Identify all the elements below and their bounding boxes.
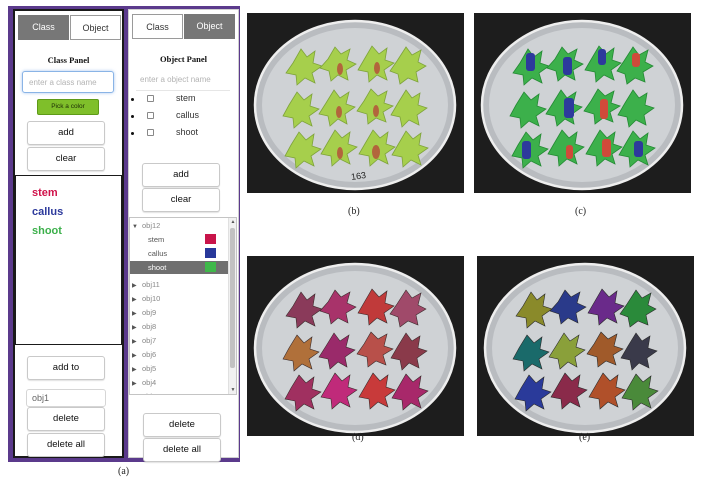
tree-node-label: obj6 [142,350,157,359]
tree-node-obj7[interactable]: ▶ obj7 [132,334,156,347]
tree-child-stem[interactable]: stem [130,233,228,246]
pick-color-button[interactable]: Pick a color [37,99,99,115]
object-panel-title: Object Panel [160,54,207,64]
petri-dish-original-image [247,13,464,193]
checkbox[interactable] [147,129,154,136]
tree-node-obj12[interactable]: ▼ obj12 [132,219,160,232]
caret-right-icon[interactable]: ▶ [132,311,137,317]
clear-class-button[interactable]: clear [27,147,105,171]
petri-dish-instance-overlay-image [247,256,464,436]
tree-child-callus[interactable]: callus [130,247,228,260]
object-panel: Class Object Object Panel stem callus sh… [128,9,239,462]
caret-right-icon[interactable]: ▶ [132,353,137,359]
tree-node-label: obj9 [142,308,157,317]
tree-node-obj11[interactable]: ▶ obj11 [132,278,160,291]
annotation-tool-window: Class Object Class Panel Pick a color ad… [8,6,240,462]
petri-dish-class-overlay-image [474,13,691,193]
caption-c: (c) [575,206,587,217]
class-panel: Class Object Class Panel Pick a color ad… [13,9,124,458]
petri-dish-object-overlay-image [477,256,694,436]
tab-class[interactable]: Class [132,14,183,39]
tree-child-label: shoot [148,263,167,272]
caret-right-icon[interactable]: ▶ [132,392,142,394]
class-item-callus[interactable]: callus [32,206,64,218]
class-panel-title: Class Panel [47,55,90,65]
tree-child-label: callus [148,249,168,258]
scroll-thumb[interactable] [230,228,235,368]
class-item-stem[interactable]: stem [32,187,58,199]
bullet-icon [131,115,134,118]
tree-node-label: obj10 [142,294,161,303]
add-object-button[interactable]: add [142,163,220,187]
tree-node-label: obj4 [142,378,157,387]
tab-object[interactable]: Object [70,15,121,40]
caption-d: (d) [352,432,364,443]
class-panel-tabs: Class Object [18,15,121,40]
checklist-label: stem [176,93,196,103]
photo-instance-overlay-multi [477,256,694,436]
caption-e: (e) [579,432,591,443]
tree-node-obj5[interactable]: ▶ obj5 [132,362,156,375]
photo-instance-overlay-warm [247,256,464,436]
class-list: stem callus shoot [15,175,122,345]
delete-object-button[interactable]: delete [143,413,221,437]
caret-right-icon[interactable]: ▶ [132,297,137,303]
tree-node-label: obj3 [142,392,156,394]
scroll-up-icon[interactable]: ▲ [230,219,236,225]
caret-right-icon[interactable]: ▶ [132,325,137,331]
dish-handwritten-label: 163 [350,170,367,182]
photo-class-overlay [474,13,691,193]
tree-child-shoot[interactable]: shoot [130,261,228,274]
caret-down-icon[interactable]: ▼ [132,224,138,230]
scroll-down-icon[interactable]: ▼ [230,387,236,393]
tree-node-label: obj11 [142,280,160,289]
checklist-label: callus [176,110,200,120]
tree-node-label: obj5 [142,364,157,373]
caret-right-icon[interactable]: ▶ [132,381,137,387]
tree-node-obj6[interactable]: ▶ obj6 [132,348,156,361]
tab-object[interactable]: Object [184,14,235,39]
color-swatch [205,262,216,272]
object-tree: ▼ obj12 stem callus shoot ▶ obj11 ▶ obj10 ▶… [129,217,237,395]
add-to-button[interactable]: add to [27,356,105,380]
caret-right-icon[interactable]: ▶ [132,283,137,289]
class-name-input[interactable] [22,71,114,93]
caret-right-icon[interactable]: ▶ [132,339,137,345]
caption-b: (b) [348,206,360,217]
checkbox[interactable] [147,95,154,102]
class-item-shoot[interactable]: shoot [32,225,62,237]
tree-scrollbar[interactable]: ▲ ▼ [228,218,236,394]
tree-node-obj9[interactable]: ▶ obj9 [132,306,156,319]
color-swatch [205,248,216,258]
object-name-input[interactable] [136,69,230,91]
tree-node-label: obj8 [142,322,157,331]
checkbox[interactable] [147,112,154,119]
caption-a: (a) [118,466,130,477]
bullet-icon [131,98,134,101]
bullet-icon [131,132,134,135]
target-object-input[interactable] [26,389,106,407]
add-class-button[interactable]: add [27,121,105,145]
photo-original: 163 [247,13,464,193]
caret-right-icon[interactable]: ▶ [132,367,137,373]
delete-all-objects-button[interactable]: delete all [143,438,221,462]
object-panel-tabs: Class Object [132,14,235,39]
color-swatch [205,234,216,244]
tree-node-obj8[interactable]: ▶ obj8 [132,320,156,333]
clear-object-button[interactable]: clear [142,188,220,212]
tree-node-label: obj7 [142,336,157,345]
tree-node-obj4[interactable]: ▶ obj4 [132,376,156,389]
tree-node-obj10[interactable]: ▶ obj10 [132,292,160,305]
tab-class[interactable]: Class [18,15,69,40]
tree-node-label: obj12 [142,221,161,230]
delete-all-classes-button[interactable]: delete all [27,433,105,457]
tree-child-label: stem [148,235,165,244]
delete-class-button[interactable]: delete [27,407,105,431]
tree-node-obj3[interactable]: ▶obj3 [132,390,156,394]
checklist-label: shoot [176,127,199,137]
